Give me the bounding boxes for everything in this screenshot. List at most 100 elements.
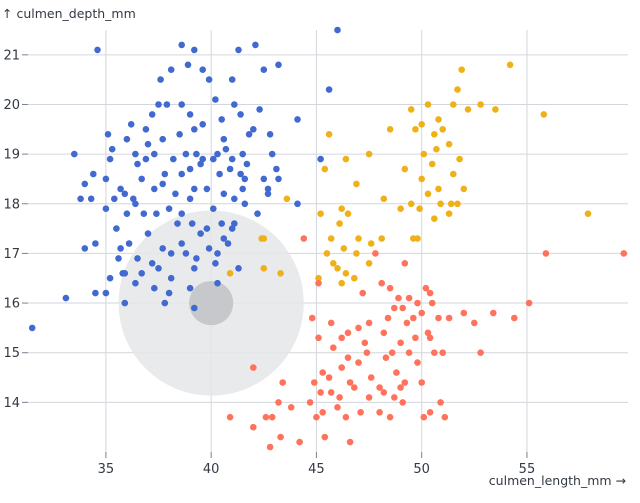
data-point [174, 220, 181, 227]
data-point [283, 195, 291, 203]
data-point [391, 394, 398, 401]
data-point [477, 101, 484, 108]
data-point [275, 175, 282, 183]
data-point [235, 46, 242, 54]
data-point [252, 41, 259, 49]
data-point [450, 170, 457, 178]
data-point [214, 150, 221, 158]
data-point [220, 190, 228, 198]
data-point [71, 150, 78, 158]
data-point [426, 409, 434, 416]
data-point [220, 235, 228, 242]
data-point [178, 41, 185, 49]
data-point [140, 210, 148, 217]
data-point [353, 250, 360, 257]
data-point [151, 284, 158, 292]
data-point [191, 185, 198, 193]
data-point [186, 111, 194, 118]
data-point [376, 384, 383, 391]
data-point [210, 205, 217, 212]
data-point [405, 349, 413, 357]
data-point [167, 274, 175, 282]
data-point [584, 210, 592, 217]
data-point [159, 180, 166, 188]
data-point [338, 279, 346, 287]
data-point [193, 150, 200, 158]
data-point [266, 443, 274, 451]
y-tick-label: 21 [3, 48, 20, 63]
data-point [87, 195, 95, 203]
data-point [386, 413, 394, 421]
data-point [237, 111, 244, 118]
data-point [620, 250, 628, 257]
data-point [102, 289, 110, 297]
data-point [308, 314, 316, 322]
data-point [182, 250, 190, 257]
data-point [395, 294, 402, 302]
data-point [178, 210, 185, 217]
data-point [121, 190, 129, 198]
highlight-core [189, 280, 234, 326]
data-point [378, 279, 386, 287]
x-tick-label: 50 [413, 462, 430, 477]
data-point [231, 220, 238, 227]
axes: 35 40 45 50 55 14 15 16 17 18 19 20 21 [3, 48, 535, 477]
data-point [359, 289, 367, 297]
data-point [226, 270, 234, 277]
data-point [296, 438, 303, 446]
data-point [311, 379, 318, 386]
data-point [325, 131, 333, 138]
data-point [380, 329, 388, 337]
data-point [132, 279, 139, 287]
data-point [342, 413, 350, 421]
data-point [319, 409, 327, 416]
data-point [294, 116, 301, 123]
data-point [490, 309, 497, 317]
data-point [313, 413, 320, 421]
data-point [90, 170, 97, 178]
data-point [191, 265, 198, 272]
data-point [134, 160, 141, 168]
data-point [441, 413, 449, 421]
data-point [372, 250, 379, 257]
data-point [306, 399, 314, 406]
data-point [327, 319, 335, 327]
data-point [445, 210, 453, 217]
data-point [132, 150, 139, 158]
data-point [386, 284, 394, 292]
data-point [106, 155, 114, 163]
data-point [357, 409, 364, 416]
data-point [237, 170, 244, 178]
data-point [239, 185, 246, 193]
data-point [148, 111, 156, 118]
data-point [262, 413, 270, 421]
data-point [410, 235, 417, 242]
y-tick-label: 18 [3, 197, 20, 212]
data-point [388, 349, 396, 357]
data-point [239, 150, 246, 158]
data-point [172, 190, 179, 198]
data-point [365, 260, 373, 267]
x-tick-label: 55 [519, 462, 536, 477]
data-point [405, 294, 413, 302]
data-point [355, 235, 362, 242]
highlight-layer [118, 210, 304, 396]
series-1 [226, 61, 592, 287]
data-point [365, 319, 373, 327]
data-point [431, 131, 438, 138]
data-point [277, 270, 284, 277]
data-point [319, 369, 327, 376]
data-point [334, 404, 341, 411]
data-point [161, 170, 169, 178]
data-point [454, 200, 461, 208]
series-0 [28, 26, 341, 332]
data-point [266, 131, 274, 138]
data-point [155, 101, 162, 108]
data-point [403, 319, 411, 327]
data-point [418, 309, 426, 317]
data-point [92, 240, 99, 247]
data-point [338, 334, 346, 342]
data-point [456, 155, 463, 163]
data-point [323, 250, 331, 257]
